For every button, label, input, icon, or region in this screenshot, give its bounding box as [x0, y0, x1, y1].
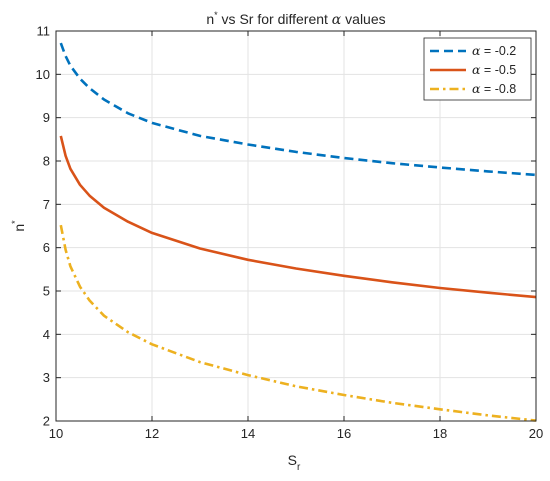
y-tick-label: 3 — [43, 370, 50, 385]
y-tick-label: 2 — [43, 414, 50, 429]
series-line-1 — [59, 42, 537, 177]
y-axis-label: n* — [10, 220, 27, 232]
title-end: values — [341, 11, 385, 27]
x-tick-label: 20 — [529, 426, 543, 441]
y-tick-label: 9 — [43, 110, 50, 125]
legend-value-2: = -0.5 — [480, 63, 516, 77]
chart-title: n* vs Sr for different α values — [206, 10, 385, 28]
legend-alpha-3: α — [472, 81, 481, 96]
y-tick-label: 10 — [36, 67, 50, 82]
x-tick-label: 16 — [337, 426, 351, 441]
legend-alpha-2: α — [472, 62, 481, 77]
plot-frame — [55, 30, 537, 422]
legend-value-1: = -0.2 — [480, 44, 516, 58]
y-axis-label-base: n — [11, 224, 27, 232]
x-axis-label: Sr — [288, 452, 301, 473]
legend-label-2: α = -0.5 — [472, 62, 516, 77]
legend-label-1: α = -0.2 — [472, 43, 516, 58]
title-alpha: α — [332, 12, 342, 28]
y-tick-label: 7 — [43, 197, 50, 212]
y-axis-label-sup: * — [10, 220, 20, 224]
y-tick-label: 6 — [43, 240, 50, 255]
x-tick-label: 12 — [145, 426, 159, 441]
series-line-3 — [59, 224, 537, 422]
series-group — [59, 42, 537, 422]
legend-alpha-1: α — [472, 43, 481, 58]
legend: α = -0.2 α = -0.5 α = -0.8 — [423, 37, 532, 101]
legend-label-3: α = -0.8 — [472, 81, 516, 96]
y-tick-label: 8 — [43, 154, 50, 169]
series-line-2 — [59, 135, 537, 299]
x-axis-label-sub: r — [297, 462, 301, 473]
legend-value-3: = -0.8 — [480, 82, 516, 96]
y-tick-label: 4 — [43, 327, 50, 342]
title-star: * — [214, 10, 218, 20]
title-n: n — [206, 11, 214, 27]
x-axis-label-base: S — [288, 452, 297, 468]
ticks: 10 12 14 16 18 20 2 3 4 5 6 7 8 9 10 11 — [36, 24, 544, 442]
y-tick-label: 5 — [43, 284, 50, 299]
y-tick-label: 11 — [37, 24, 51, 39]
x-tick-label: 18 — [433, 426, 447, 441]
title-middle: vs Sr for different — [218, 11, 332, 27]
x-tick-label: 10 — [49, 426, 63, 441]
x-tick-label: 14 — [241, 426, 255, 441]
